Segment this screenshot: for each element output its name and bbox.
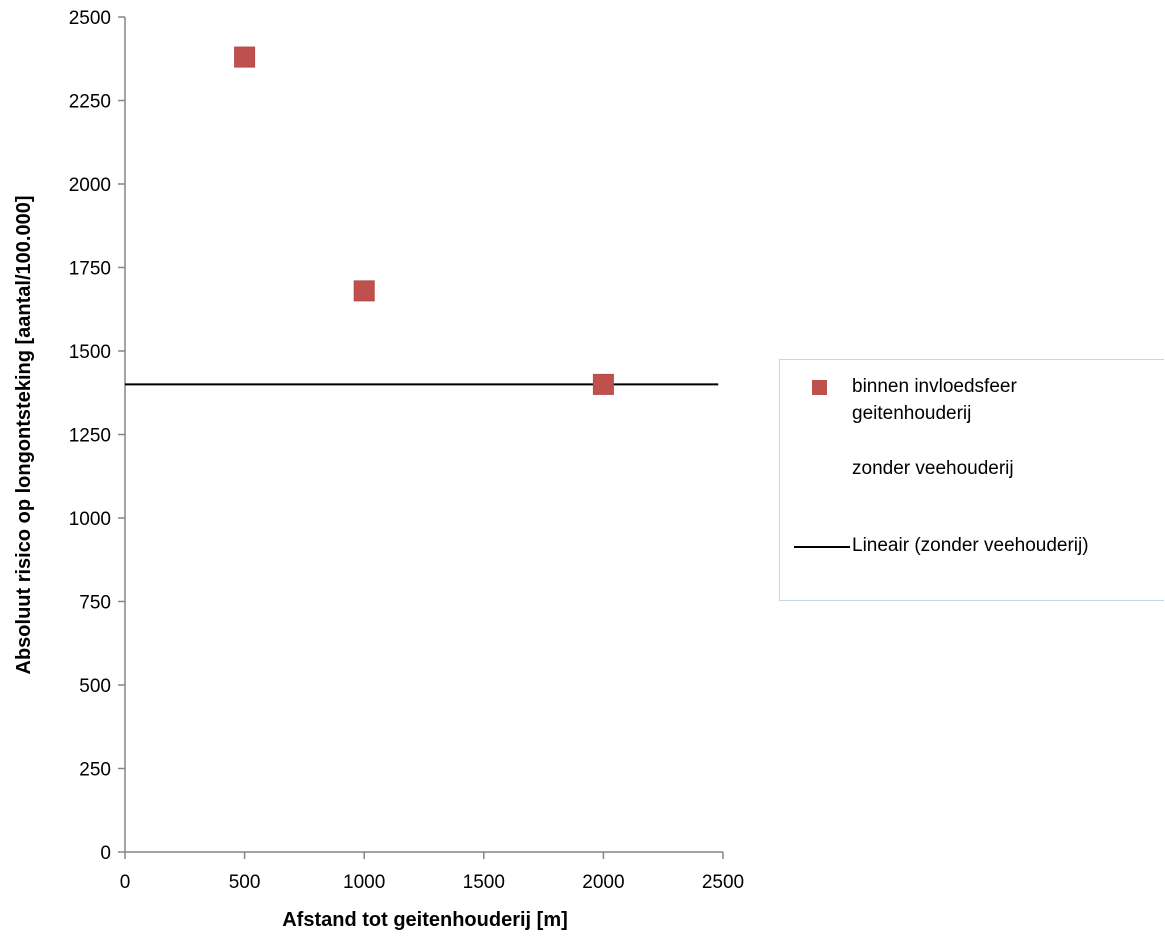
legend-label-trendline: Lineair (zonder veehouderij) xyxy=(852,535,1089,556)
y-tick-label: 1000 xyxy=(69,509,111,530)
y-tick-label: 2000 xyxy=(69,175,111,196)
x-tick-label: 0 xyxy=(120,872,131,893)
data-point xyxy=(592,373,614,395)
square-marker-icon xyxy=(812,380,827,395)
y-tick-label: 2250 xyxy=(69,92,111,113)
x-tick-label: 2500 xyxy=(702,872,744,893)
data-points xyxy=(234,46,614,395)
y-tick-label: 750 xyxy=(79,593,111,614)
x-tick-label: 1000 xyxy=(343,872,385,893)
data-point xyxy=(234,46,256,68)
data-point xyxy=(353,280,375,302)
y-tick-label: 500 xyxy=(79,676,111,697)
y-tick-label: 0 xyxy=(100,843,111,864)
legend-label-zonder: zonder veehouderij xyxy=(852,458,1014,479)
y-tick-label: 1250 xyxy=(69,426,111,447)
x-axis-title: Afstand tot geitenhouderij [m] xyxy=(282,909,568,931)
x-tick-label: 2000 xyxy=(582,872,624,893)
y-tick-label: 250 xyxy=(79,760,111,781)
x-axis-ticks: 0 500 1000 1500 2000 2500 xyxy=(120,852,744,893)
y-tick-label: 1500 xyxy=(69,342,111,363)
y-axis-title: Absoluut risico op longontsteking [aanta… xyxy=(13,196,35,675)
trendline-icon xyxy=(794,546,850,548)
x-tick-label: 1500 xyxy=(463,872,505,893)
y-tick-label: 2500 xyxy=(69,8,111,29)
legend-label-scatter: binnen invloedsfeer geitenhouderij xyxy=(852,376,1017,424)
y-axis-ticks: 0 250 500 750 1000 1250 1500 1750 2000 2250 2500 xyxy=(69,8,125,864)
y-tick-label: 1750 xyxy=(69,259,111,280)
x-tick-label: 500 xyxy=(229,872,261,893)
legend: binnen invloedsfeer geitenhouderij zonde… xyxy=(779,359,1164,601)
